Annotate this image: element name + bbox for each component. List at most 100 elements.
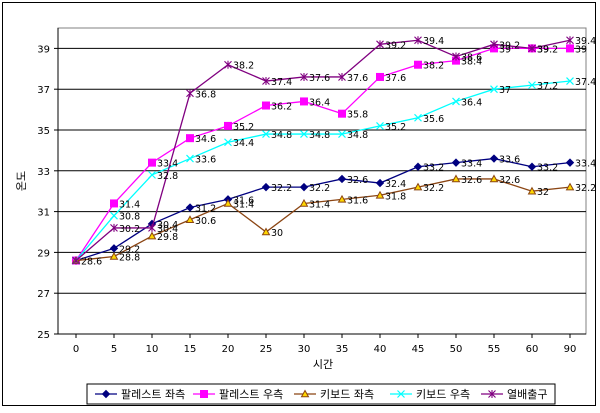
data-point-marker: [413, 182, 423, 191]
data-label: 39: [575, 44, 587, 55]
data-point-marker: [101, 389, 111, 399]
data-label: 38.4: [461, 57, 482, 68]
data-point-marker: [262, 77, 270, 86]
x-axis-title: 시간: [313, 358, 333, 371]
data-label: 39: [499, 44, 511, 55]
data-point-marker: [300, 130, 308, 139]
data-label: 34.6: [195, 134, 216, 145]
data-label: 29.2: [119, 244, 140, 255]
data-label: 32.2: [423, 183, 444, 194]
x-tick-label: 45: [412, 344, 425, 355]
data-point-marker: [489, 154, 499, 163]
data-point-marker: [527, 186, 537, 195]
legend-label: 팔레스트 우측: [219, 388, 283, 401]
data-point-marker: [262, 130, 270, 139]
data-point-marker: [148, 170, 156, 179]
series-5: [72, 36, 574, 265]
series-3: [71, 174, 575, 264]
legend-entry: 키보드 좌측: [294, 388, 374, 401]
data-label: 37.4: [271, 77, 292, 88]
data-label: 30: [271, 228, 283, 239]
y-axis-ticks: 25 27 29 31 33 35 37 39: [37, 28, 59, 341]
x-axis-ticks: 0 5 10 15 20 25 30 35 40 45 50 55 60 90: [58, 333, 586, 355]
data-label: 37.4: [575, 77, 596, 88]
y-tick-label: 37: [37, 85, 50, 96]
series-line: [75, 39, 571, 262]
data-point-marker: [109, 251, 119, 260]
data-point-marker: [566, 44, 574, 53]
data-label: 32.2: [575, 183, 596, 194]
series-2: [72, 44, 574, 265]
data-label: 32.6: [461, 175, 482, 186]
data-point-marker: [452, 52, 460, 61]
data-label: 33.2: [537, 163, 558, 174]
data-point-marker: [452, 97, 460, 106]
series-line: [75, 178, 571, 262]
data-point-marker: [110, 223, 118, 232]
data-label: 31.2: [195, 204, 216, 215]
data-label: 39.2: [537, 44, 558, 55]
data-point-marker: [414, 36, 422, 45]
x-tick-label: 35: [336, 344, 349, 355]
data-label: 34.8: [309, 130, 330, 141]
legend-box: [86, 383, 556, 405]
data-point-marker: [224, 60, 232, 69]
data-label: 31.4: [233, 199, 254, 210]
data-label: 35.6: [423, 114, 444, 125]
data-point-marker: [186, 134, 194, 143]
x-tick-label: 60: [526, 344, 539, 355]
data-point-marker: [300, 389, 310, 398]
legend-entry: 팔레스트 우측: [193, 388, 283, 401]
x-tick-label: 15: [184, 344, 197, 355]
data-point-marker: [299, 198, 309, 207]
data-label: 33.6: [195, 155, 216, 166]
y-tick-label: 29: [37, 248, 50, 259]
data-point-marker: [186, 89, 194, 98]
series-line: [75, 157, 571, 262]
data-point-marker: [413, 162, 423, 171]
data-point-marker: [566, 36, 574, 45]
data-point-marker: [72, 256, 80, 265]
data-point-marker: [451, 158, 461, 167]
x-tick-label: 25: [260, 344, 273, 355]
data-label: 29.8: [157, 232, 178, 243]
x-tick-label: 10: [146, 344, 159, 355]
data-label: 32.4: [385, 179, 406, 190]
legend: 팔레스트 좌측 팔레스트 우측 키보드 좌측 키보드 우측 열배출구: [86, 383, 556, 405]
y-tick-label: 31: [37, 208, 50, 219]
legend-entry: 팔레스트 좌측: [95, 388, 185, 401]
x-tick-label: 55: [488, 344, 501, 355]
data-point-marker: [224, 121, 232, 130]
data-point-marker: [186, 154, 194, 163]
data-point-marker: [566, 77, 574, 85]
data-label: 32.8: [157, 171, 178, 182]
data-label: 34.8: [347, 130, 368, 141]
data-label: 32.6: [347, 175, 368, 186]
data-label: 38.2: [233, 61, 254, 72]
data-point-marker: [397, 390, 405, 398]
data-label: 37: [499, 85, 511, 96]
series-4: [72, 77, 574, 265]
data-label: 39: [537, 44, 549, 55]
legend-label: 팔레스트 좌측: [121, 388, 185, 401]
data-label: 39.2: [385, 40, 406, 51]
data-label: 31.6: [233, 195, 254, 206]
data-label: 36.8: [195, 89, 216, 100]
data-point-marker: [375, 178, 385, 188]
data-label: 36.4: [461, 97, 482, 108]
data-label: 39.4: [423, 36, 444, 47]
data-label: 31.4: [119, 199, 140, 210]
x-tick-label: 40: [374, 344, 387, 355]
data-point-marker: [300, 97, 308, 106]
data-point-marker: [224, 138, 232, 147]
data-label: 33.4: [575, 159, 596, 170]
data-point-marker: [375, 190, 385, 199]
data-point-marker: [337, 194, 347, 203]
data-point-marker: [300, 72, 308, 81]
legend-label: 키보드 좌측: [320, 388, 374, 401]
y-tick-label: 25: [37, 330, 50, 341]
data-label: 38.2: [423, 61, 444, 72]
data-point-marker: [414, 60, 422, 69]
data-point-marker: [109, 244, 119, 253]
data-point-marker: [148, 223, 156, 232]
